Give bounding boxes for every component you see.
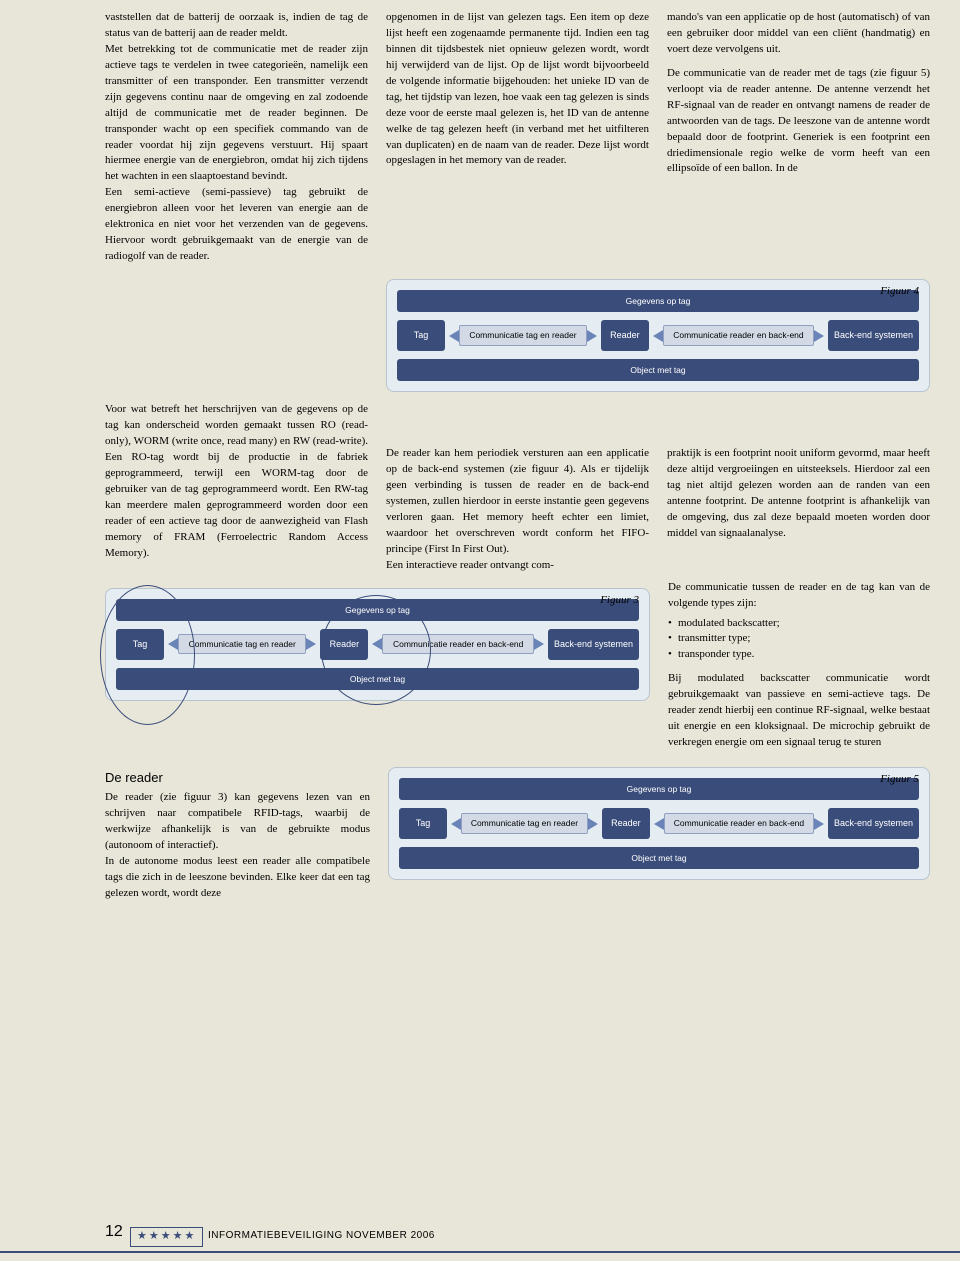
fig5-link1: Communicatie tag en reader bbox=[461, 813, 588, 833]
mid-col2-p1: De reader kan hem periodiek versturen aa… bbox=[386, 446, 649, 558]
fig4-link2: Communicatie reader en back-end bbox=[663, 325, 814, 345]
figure-5: Figuur 5 Gegevens op tag Tag Communicati… bbox=[388, 767, 930, 880]
fig3-circle-reader bbox=[321, 595, 431, 705]
footer-rule bbox=[0, 1251, 960, 1253]
fig5-link2: Communicatie reader en back-end bbox=[664, 813, 814, 833]
figure-4-label: Figuur 4 bbox=[880, 284, 919, 300]
arrow-right-icon bbox=[534, 638, 544, 650]
fig5-object-box: Object met tag bbox=[399, 847, 919, 869]
column-3: mando's van een applicatie op de host (a… bbox=[667, 10, 930, 265]
fig3-backend-box: Back-end systemen bbox=[548, 629, 639, 660]
fig4-link2-wrap: Communicatie reader en back-end bbox=[653, 325, 824, 345]
fig5-link2-wrap: Communicatie reader en back-end bbox=[654, 813, 824, 833]
page-footer: 12 ★★★★★ INFORMATIEBEVEILIGING NOVEMBER … bbox=[0, 1213, 960, 1261]
col1-p2: Met betrekking tot de communicatie met d… bbox=[105, 42, 368, 185]
mid-columns: Voor wat betreft het herschrijven van de… bbox=[105, 402, 930, 574]
reader-p1: De reader (zie figuur 3) kan gegevens le… bbox=[105, 790, 370, 854]
arrow-left-icon bbox=[654, 818, 664, 830]
fig5-backend-box: Back-end systemen bbox=[828, 808, 919, 839]
fig5-main-row: Tag Communicatie tag en reader Reader Co… bbox=[399, 808, 919, 839]
mid-col2: De reader kan hem periodiek versturen aa… bbox=[386, 402, 649, 574]
fig3-link1: Communicatie tag en reader bbox=[178, 634, 306, 654]
page-number: 12 bbox=[105, 1220, 123, 1243]
reader-section-row: De reader De reader (zie figuur 3) kan g… bbox=[105, 759, 930, 901]
footer-text: INFORMATIEBEVEILIGING NOVEMBER 2006 bbox=[208, 1229, 435, 1244]
figure-5-wrap: Figuur 5 Gegevens op tag Tag Communicati… bbox=[388, 759, 930, 901]
arrow-right-icon bbox=[306, 638, 316, 650]
col3-p2: De communicatie van de reader met de tag… bbox=[667, 66, 930, 178]
fig4-reader-box: Reader bbox=[601, 320, 649, 351]
arrow-right-icon bbox=[588, 818, 598, 830]
arrow-right-icon bbox=[814, 818, 824, 830]
fig5-reader-box: Reader bbox=[602, 808, 650, 839]
figure-4: Figuur 4 Gegevens op tag Tag Communicati… bbox=[386, 279, 930, 392]
comm-types-list: modulated backscatter; transmitter type;… bbox=[668, 616, 930, 664]
row-fig4: Figuur 4 Gegevens op tag Tag Communicati… bbox=[105, 271, 930, 400]
col1-p3: Een semi-actieve (semi-passieve) tag geb… bbox=[105, 185, 368, 265]
reader-title: De reader bbox=[105, 769, 370, 788]
footer-stars: ★★★★★ bbox=[130, 1227, 203, 1247]
fig4-main-row: Tag Communicatie tag en reader Reader Co… bbox=[397, 320, 919, 351]
arrow-right-icon bbox=[814, 330, 824, 342]
arrow-left-icon bbox=[451, 818, 461, 830]
arrow-right-icon bbox=[587, 330, 597, 342]
col1-p1: vaststellen dat de batterij de oorzaak i… bbox=[105, 10, 368, 42]
fig4-link1-wrap: Communicatie tag en reader bbox=[449, 325, 597, 345]
mid-col3-p2: De communicatie tussen de reader en de t… bbox=[668, 580, 930, 612]
figure-4-wrap: Figuur 4 Gegevens op tag Tag Communicati… bbox=[386, 271, 930, 400]
arrow-left-icon bbox=[449, 330, 459, 342]
row-fig3: Figuur 3 Gegevens op tag Tag Communicati… bbox=[105, 580, 930, 751]
fig4-backend-box: Back-end systemen bbox=[828, 320, 919, 351]
mid-col3: praktijk is een footprint nooit uniform … bbox=[667, 402, 930, 574]
column-2: opgenomen in de lijst van gelezen tags. … bbox=[386, 10, 649, 265]
reader-text-block: De reader De reader (zie figuur 3) kan g… bbox=[105, 759, 370, 901]
fig4-object-box: Object met tag bbox=[397, 359, 919, 381]
col3-p1: mando's van een applicatie op de host (a… bbox=[667, 10, 930, 58]
reader-p2: In de autonome modus leest een reader al… bbox=[105, 854, 370, 902]
col1-p4: Voor wat betreft het herschrijven van de… bbox=[105, 402, 368, 561]
arrow-left-icon bbox=[653, 330, 663, 342]
fig5-gegevens-box: Gegevens op tag bbox=[399, 778, 919, 800]
fig4-gegevens-box: Gegevens op tag bbox=[397, 290, 919, 312]
bullet-2: transmitter type; bbox=[668, 631, 930, 647]
col1-continued bbox=[105, 271, 368, 400]
mid-col2-p2: Een interactieve reader ontvangt com- bbox=[386, 558, 649, 574]
bullet-3: transponder type. bbox=[668, 647, 930, 663]
col1-p4-wrap: Voor wat betreft het herschrijven van de… bbox=[105, 402, 368, 574]
fig4-link1: Communicatie tag en reader bbox=[459, 325, 587, 345]
fig5-tag-box: Tag bbox=[399, 808, 447, 839]
col2-p1: opgenomen in de lijst van gelezen tags. … bbox=[386, 10, 649, 169]
mid-col3-p3: Bij modulated backscatter communicatie w… bbox=[668, 671, 930, 751]
mid-col3-p1: praktijk is een footprint nooit uniform … bbox=[667, 446, 930, 542]
fig4-tag-box: Tag bbox=[397, 320, 445, 351]
figure-3: Figuur 3 Gegevens op tag Tag Communicati… bbox=[105, 588, 650, 701]
figure-3-wrap: Figuur 3 Gegevens op tag Tag Communicati… bbox=[105, 580, 650, 751]
top-columns: vaststellen dat de batterij de oorzaak i… bbox=[105, 10, 930, 265]
figure-3-label: Figuur 3 bbox=[600, 593, 639, 609]
figure-5-label: Figuur 5 bbox=[880, 772, 919, 788]
fig5-link1-wrap: Communicatie tag en reader bbox=[451, 813, 598, 833]
bullet-1: modulated backscatter; bbox=[668, 616, 930, 632]
mid-col3-continued: De communicatie tussen de reader en de t… bbox=[668, 580, 930, 751]
fig3-circle-tag bbox=[100, 585, 195, 725]
column-1: vaststellen dat de batterij de oorzaak i… bbox=[105, 10, 368, 265]
